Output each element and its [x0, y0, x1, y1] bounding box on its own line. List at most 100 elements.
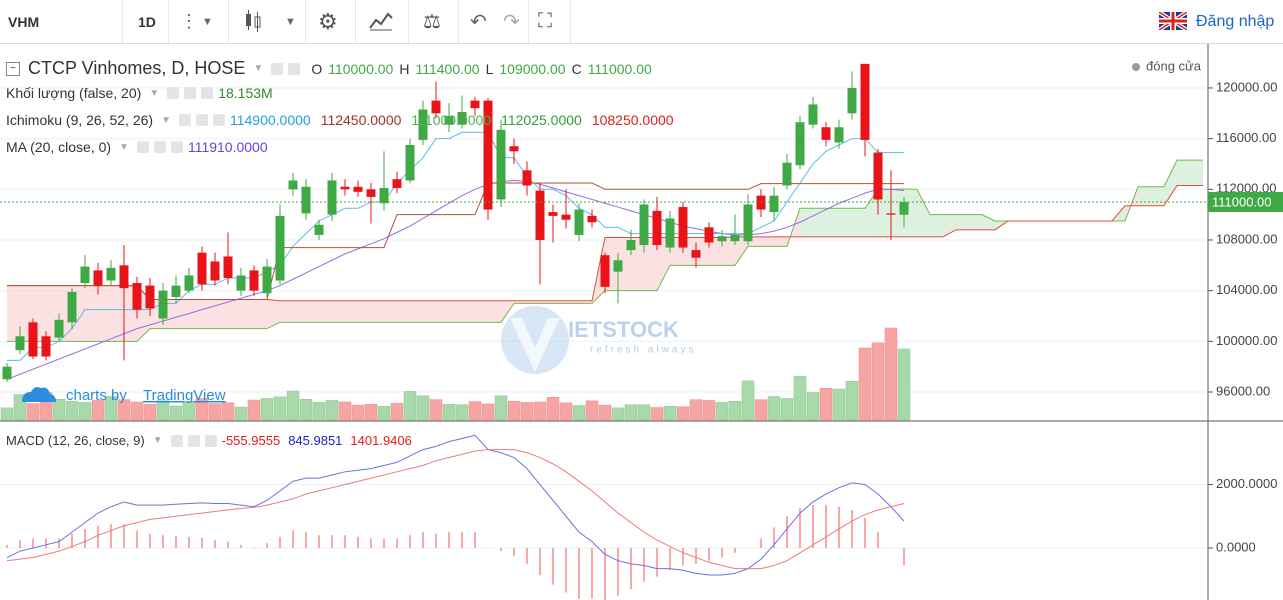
- settings-button[interactable]: ⚙: [318, 8, 338, 34]
- ichimoku-value: 114900.0000: [229, 112, 311, 128]
- undo-button[interactable]: ↶: [470, 11, 487, 33]
- cloud-fill: [1151, 186, 1164, 206]
- more-button[interactable]: ⋮: [180, 11, 198, 31]
- candle-body: [106, 267, 116, 281]
- cloud-fill: [384, 300, 397, 323]
- cloud-fill: [917, 189, 930, 237]
- watermark-v: [510, 318, 560, 372]
- dropdown[interactable]: ▼: [202, 15, 213, 28]
- candle-body: [340, 186, 350, 190]
- volume-bar: [234, 406, 248, 421]
- y-tick-label: 96000.00: [1216, 383, 1270, 398]
- candle-body: [561, 214, 571, 220]
- ichimoku-label: Ichimoku (9, 26, 52, 26): [6, 112, 154, 128]
- icon[interactable]: [195, 114, 208, 126]
- cloud-fill: [904, 188, 917, 237]
- dropdown[interactable]: ▼: [161, 114, 171, 126]
- candle-body: [210, 261, 220, 281]
- icon[interactable]: [288, 62, 301, 75]
- separator: [168, 0, 169, 43]
- cloud-fill: [267, 299, 280, 329]
- volume-bar: [676, 406, 690, 421]
- dropdown[interactable]: ▼: [149, 87, 160, 99]
- candle-body: [67, 291, 77, 323]
- icon[interactable]: [167, 87, 180, 99]
- macd-values: -555.9555 845.9851 1401.9406: [222, 433, 412, 448]
- ichimoku-value: 111000.0000: [411, 112, 492, 128]
- candle-body: [626, 239, 636, 251]
- candle-body: [470, 100, 480, 109]
- separator: [228, 0, 229, 43]
- cloud-fill: [800, 208, 813, 237]
- last-price-box: [1208, 191, 1283, 212]
- cloud-fill: [332, 300, 345, 323]
- icon[interactable]: [212, 114, 225, 126]
- dropdown[interactable]: ▼: [152, 435, 163, 446]
- watermark-text: IETSTOCK: [568, 317, 679, 342]
- ichimoku-values: 114900.0000 112450.0000 111000.0000 112025.…: [230, 112, 674, 128]
- volume-bar: [819, 388, 833, 421]
- volume-bar: [364, 404, 378, 421]
- dropdown[interactable]: ▼: [285, 15, 296, 28]
- volume-legend: Khối lượng (false, 20) ▼ 18.153M: [6, 85, 273, 101]
- icon[interactable]: [201, 87, 214, 99]
- volume-bar: [806, 392, 820, 421]
- icon[interactable]: [170, 141, 183, 153]
- candle-body: [821, 127, 831, 140]
- volume-bar: [897, 348, 911, 421]
- volume-bar: [351, 404, 365, 421]
- cloud-fill: [774, 236, 787, 247]
- symbol[interactable]: VHM: [8, 13, 40, 30]
- cloud-fill: [540, 300, 553, 304]
- login-link[interactable]: Đăng nhập: [1196, 12, 1275, 30]
- candle-body: [275, 215, 285, 281]
- ohlc-value: 110000.00: [328, 60, 394, 77]
- candle-body: [652, 210, 662, 246]
- interval[interactable]: 1D: [138, 13, 156, 30]
- volume-bar: [78, 402, 92, 421]
- branding-name[interactable]: TradingView: [143, 387, 226, 404]
- ohlc-value: 111400.00: [415, 60, 480, 77]
- volume-bar: [728, 400, 742, 421]
- dropdown[interactable]: ▼: [253, 63, 264, 74]
- volume-bar: [611, 407, 625, 421]
- ma-label: MA (20, close, 0): [6, 139, 112, 155]
- volume-bar: [637, 404, 651, 421]
- cloud-fill: [215, 299, 228, 329]
- icon[interactable]: [271, 62, 284, 75]
- cloud-fill: [1164, 160, 1177, 206]
- collapse-button[interactable]: −: [6, 61, 20, 76]
- icon[interactable]: [184, 87, 197, 99]
- candle-body: [704, 227, 714, 243]
- icon[interactable]: [136, 141, 149, 153]
- icon[interactable]: [178, 114, 191, 126]
- cloud-fill: [618, 237, 631, 291]
- candle-body: [782, 162, 792, 186]
- volume-bar: [312, 402, 326, 421]
- icon[interactable]: [187, 434, 200, 447]
- candle-icon[interactable]: [242, 8, 264, 34]
- volume-bar: [91, 400, 105, 421]
- ohlc-legend: O 110000.00 H 111400.00 L 109000.00 C 111000.00: [311, 61, 651, 77]
- branding: charts by TradingView: [22, 387, 226, 404]
- compare-button[interactable]: ⚖: [423, 11, 441, 33]
- icon[interactable]: [204, 434, 217, 447]
- indicator-icon[interactable]: [368, 10, 394, 32]
- dropdown[interactable]: ▼: [119, 141, 129, 153]
- candle-body: [2, 366, 12, 380]
- cloud-fill: [1177, 160, 1190, 186]
- y-tick-label: 116000.00: [1216, 130, 1277, 145]
- candle-body: [28, 322, 38, 357]
- cloud-fill: [319, 300, 332, 323]
- icon[interactable]: [153, 141, 166, 153]
- candle-body: [184, 275, 194, 291]
- icon[interactable]: [170, 434, 183, 447]
- fullscreen-button[interactable]: ⛶: [538, 10, 552, 32]
- candle-body: [717, 236, 727, 242]
- volume-bar: [871, 342, 885, 421]
- indicator-line: [7, 182, 904, 301]
- cloud-fill: [7, 285, 20, 342]
- redo-button[interactable]: ↷: [503, 11, 520, 33]
- candle-body: [418, 109, 428, 140]
- volume-bar: [416, 395, 430, 421]
